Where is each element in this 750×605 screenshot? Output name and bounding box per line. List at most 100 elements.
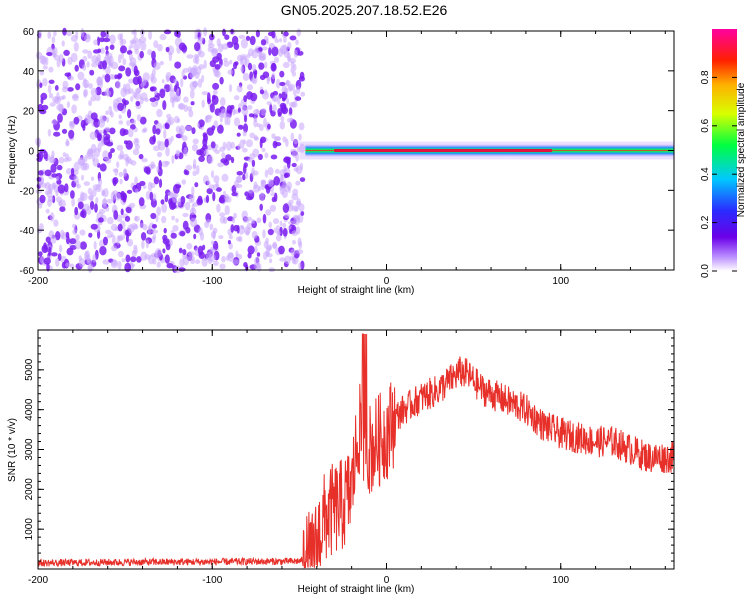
noise-speckle — [110, 191, 116, 202]
noise-speckle — [119, 178, 123, 185]
noise-speckle — [269, 258, 273, 264]
noise-speckle — [280, 116, 285, 122]
noise-speckle — [258, 47, 263, 52]
noise-speckle — [86, 33, 91, 40]
noise-speckle — [52, 183, 56, 190]
heatmap-x-tick-label: -200 — [28, 276, 48, 287]
noise-speckle — [272, 241, 278, 250]
noise-speckle — [281, 189, 288, 198]
noise-speckle — [112, 177, 119, 185]
noise-speckle — [187, 251, 195, 256]
noise-speckle — [87, 114, 91, 125]
noise-speckle — [135, 100, 141, 107]
noise-speckle — [106, 52, 113, 59]
noise-speckle — [136, 114, 142, 122]
noise-speckle — [218, 235, 224, 240]
noise-speckle — [52, 48, 56, 58]
noise-speckle — [237, 124, 244, 130]
noise-speckle — [251, 231, 258, 239]
heatmap-x-tick-label: 100 — [552, 276, 569, 287]
noise-speckle — [37, 29, 42, 40]
noise-speckle — [242, 147, 248, 153]
noise-speckle — [61, 86, 69, 93]
noise-speckle — [190, 217, 198, 228]
noise-speckle — [279, 185, 284, 191]
noise-speckle — [55, 175, 60, 182]
noise-speckle — [298, 133, 302, 141]
heatmap-y-tick-label: -40 — [20, 226, 35, 237]
noise-speckle — [198, 155, 205, 162]
noise-speckle — [285, 79, 290, 87]
noise-speckle — [151, 50, 156, 61]
noise-speckle — [197, 78, 203, 88]
noise-speckle — [68, 121, 73, 127]
noise-speckle — [105, 66, 111, 75]
noise-speckle — [284, 172, 290, 178]
noise-speckle — [171, 154, 175, 164]
noise-speckle — [269, 103, 273, 114]
noise-speckle — [50, 163, 57, 173]
noise-speckle — [134, 143, 140, 150]
noise-speckle — [55, 258, 60, 267]
noise-speckle — [246, 216, 253, 221]
noise-speckle — [176, 88, 180, 99]
noise-speckle — [265, 237, 269, 245]
noise-speckle — [224, 116, 228, 126]
noise-speckle — [260, 179, 267, 184]
noise-speckle — [219, 216, 226, 224]
noise-speckle — [62, 27, 67, 36]
noise-speckle — [247, 245, 255, 255]
noise-speckle — [139, 50, 144, 59]
noise-speckle — [49, 212, 55, 222]
noise-speckle — [269, 204, 277, 212]
noise-speckle — [120, 45, 127, 54]
noise-speckle — [293, 218, 298, 225]
noise-speckle — [273, 136, 281, 141]
noise-speckle — [150, 161, 155, 169]
noise-speckle — [293, 139, 299, 145]
noise-speckle — [182, 220, 189, 230]
noise-speckle — [48, 66, 54, 73]
noise-speckle — [166, 113, 172, 119]
noise-speckle — [141, 240, 145, 250]
noise-speckle — [168, 116, 175, 126]
noise-speckle — [238, 225, 245, 235]
noise-speckle — [205, 114, 213, 120]
noise-speckle — [255, 29, 260, 38]
noise-speckle — [207, 92, 211, 102]
noise-speckle — [150, 76, 157, 84]
noise-speckle — [275, 78, 281, 89]
noise-speckle — [208, 253, 216, 262]
noise-speckle — [235, 250, 239, 258]
noise-speckle — [283, 31, 289, 37]
noise-speckle — [41, 244, 49, 254]
noise-speckle — [125, 83, 131, 92]
noise-speckle — [227, 69, 234, 75]
noise-speckle — [98, 217, 104, 223]
noise-speckle — [282, 227, 288, 237]
noise-speckle — [221, 152, 226, 159]
noise-speckle — [116, 97, 123, 103]
noise-speckle — [264, 169, 269, 178]
noise-speckle — [259, 192, 265, 201]
noise-speckle — [226, 141, 232, 151]
noise-speckle — [243, 162, 248, 168]
noise-speckle — [88, 83, 93, 89]
noise-speckle — [51, 36, 56, 44]
noise-speckle — [224, 205, 230, 216]
noise-speckle — [191, 127, 196, 135]
noise-speckle — [131, 250, 137, 257]
noise-speckle — [98, 129, 104, 134]
noise-speckle — [279, 38, 283, 43]
noise-speckle — [111, 61, 119, 70]
noise-speckle — [213, 260, 219, 266]
noise-speckle — [209, 103, 215, 113]
noise-speckle — [271, 30, 276, 39]
noise-speckle — [90, 223, 98, 230]
noise-speckle — [67, 87, 74, 92]
noise-speckle — [204, 148, 209, 157]
noise-speckle — [97, 133, 102, 142]
noise-speckle — [191, 186, 195, 196]
noise-speckle — [50, 252, 58, 257]
noise-speckle — [198, 36, 204, 42]
